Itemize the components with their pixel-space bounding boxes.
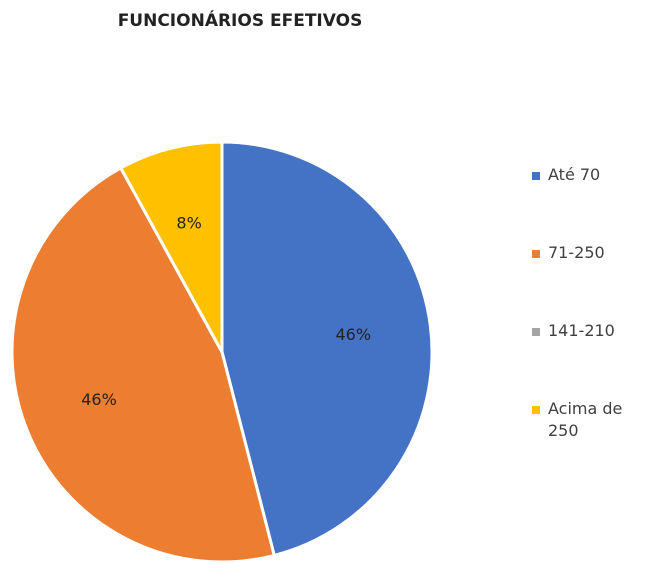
data-label: 46% [335,325,371,344]
legend-swatch [532,172,540,180]
legend-label: 141-210 [548,321,615,340]
legend-label: 71-250 [548,243,605,262]
legend-swatch [532,406,540,414]
pie-slice [118,140,224,353]
legend-label: Até 70 [548,165,601,184]
legend-item: 71-250 [532,242,647,320]
data-label: 46% [81,390,117,409]
legend-swatch [532,328,540,336]
legend-item: Acima de 250 [532,398,647,476]
legend-swatch [532,250,540,258]
legend: Até 70 71-250 141-210 Acima de 250 [532,164,647,476]
legend-item: Até 70 [532,164,647,242]
data-label: 8% [176,213,201,232]
pie-slice [220,140,434,558]
legend-label: Acima de 250 [548,399,623,440]
pie-slice [10,165,277,563]
legend-item: 141-210 [532,320,647,398]
chart-title: FUNCIONÁRIOS EFETIVOS [118,9,363,31]
